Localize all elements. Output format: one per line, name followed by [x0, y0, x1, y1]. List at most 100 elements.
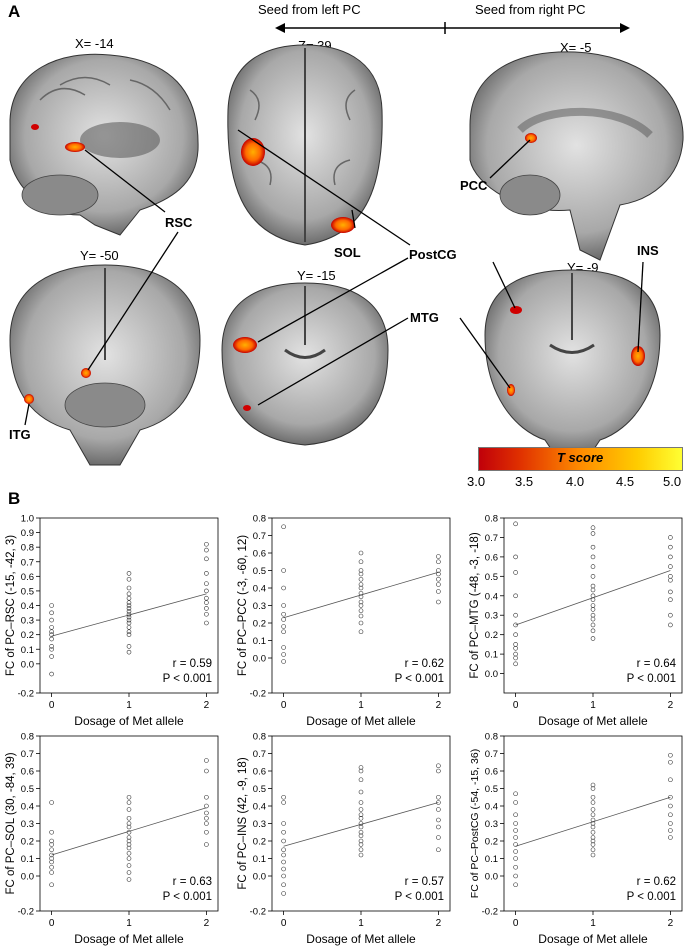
- colorbar: [478, 447, 683, 471]
- data-point: [204, 588, 209, 594]
- data-point: [49, 856, 54, 861]
- data-point: [513, 828, 518, 833]
- data-point: [513, 661, 518, 667]
- data-point: [436, 576, 441, 582]
- y-tick-label: 0.7: [21, 749, 34, 760]
- y-tick-label: 0.3: [485, 611, 498, 622]
- p-value-label: P < 0.001: [395, 673, 444, 685]
- data-point: [126, 606, 132, 611]
- data-point: [49, 859, 54, 865]
- y-tick-label: 0.2: [21, 630, 34, 641]
- data-point: [358, 815, 364, 821]
- data-point: [513, 570, 518, 575]
- coronal-left-brain: [9, 264, 201, 466]
- data-point: [513, 835, 518, 840]
- data-point: [204, 794, 209, 800]
- data-point: [204, 768, 209, 774]
- data-point: [281, 847, 286, 853]
- data-point: [126, 611, 132, 617]
- data-point: [281, 873, 286, 879]
- data-point: [513, 800, 518, 805]
- slice-label-3: X= -5: [560, 40, 592, 55]
- data-point: [358, 789, 364, 795]
- data-point: [358, 629, 364, 635]
- data-point: [358, 620, 364, 626]
- data-point: [126, 585, 132, 591]
- data-point: [281, 829, 286, 835]
- y-axis-label: FC of PC–RSC (-15, -42, 3): [5, 535, 17, 676]
- region-label-ins: INS: [637, 243, 659, 258]
- y-tick-label: 0.7: [485, 533, 498, 544]
- data-point: [590, 636, 596, 641]
- data-point: [358, 765, 364, 770]
- data-point: [668, 777, 673, 783]
- plot-frame: [503, 517, 683, 694]
- data-point: [49, 610, 54, 616]
- leader-lines: [24, 129, 644, 426]
- data-point: [590, 786, 596, 791]
- y-tick-label: 0.3: [485, 819, 498, 830]
- data-point: [513, 521, 518, 527]
- data-point: [513, 812, 518, 818]
- data-point: [668, 544, 673, 550]
- data-point: [126, 794, 132, 800]
- data-point: [358, 768, 364, 774]
- data-point: [358, 838, 364, 844]
- data-point: [281, 852, 286, 858]
- y-tick-label: 0.8: [485, 514, 498, 525]
- data-point: [49, 654, 54, 659]
- y-tick-label: 0.4: [21, 601, 34, 612]
- data-point: [204, 829, 209, 835]
- data-point: [590, 829, 596, 835]
- data-point: [49, 829, 54, 835]
- panel-a-label: A: [8, 2, 21, 21]
- y-tick-label: 1.0: [21, 514, 34, 525]
- data-point: [126, 600, 132, 605]
- data-point: [436, 599, 441, 605]
- y-tick-label: 0.8: [253, 732, 266, 743]
- x-tick-label: 0: [281, 700, 287, 711]
- colorbar-tick: 5.0: [663, 474, 682, 489]
- data-point: [126, 625, 132, 630]
- seed-left-label: Seed from left PC: [258, 2, 361, 17]
- data-point: [126, 800, 132, 805]
- x-tick-label: 0: [281, 918, 287, 929]
- data-point: [358, 568, 364, 573]
- data-point: [590, 544, 596, 550]
- data-point: [358, 594, 364, 600]
- seed-right-label: Seed from right PC: [475, 2, 586, 17]
- data-point: [436, 768, 441, 774]
- y-tick-label: 0.0: [253, 872, 266, 883]
- data-point: [49, 646, 54, 652]
- r-value-label: r = 0.64: [637, 658, 677, 670]
- data-point: [513, 642, 518, 647]
- data-point: [590, 603, 596, 608]
- x-tick-label: 1: [590, 918, 596, 929]
- data-point: [668, 803, 673, 809]
- data-point: [126, 614, 132, 620]
- y-tick-label: 0.4: [485, 591, 498, 602]
- data-point: [126, 649, 132, 655]
- data-point: [281, 659, 286, 664]
- sagittal-right-brain: [469, 51, 684, 261]
- data-point: [49, 847, 54, 853]
- data-point: [358, 608, 364, 614]
- data-point: [281, 800, 286, 805]
- data-point: [358, 824, 364, 830]
- data-point: [204, 620, 209, 626]
- data-point: [358, 571, 364, 577]
- data-point: [281, 603, 286, 608]
- data-point: [668, 612, 673, 618]
- data-point: [126, 863, 132, 868]
- y-tick-label: 0.5: [485, 572, 498, 583]
- fit-line: [51, 807, 207, 856]
- data-point: [358, 603, 364, 608]
- data-point: [281, 652, 286, 657]
- x-tick-label: 0: [49, 918, 55, 929]
- x-tick-label: 2: [668, 700, 674, 711]
- data-point: [126, 644, 132, 649]
- panel-b-label: B: [8, 489, 21, 508]
- plot-frame: [39, 735, 219, 912]
- y-tick-label: 0.3: [253, 819, 266, 830]
- data-point: [204, 556, 209, 562]
